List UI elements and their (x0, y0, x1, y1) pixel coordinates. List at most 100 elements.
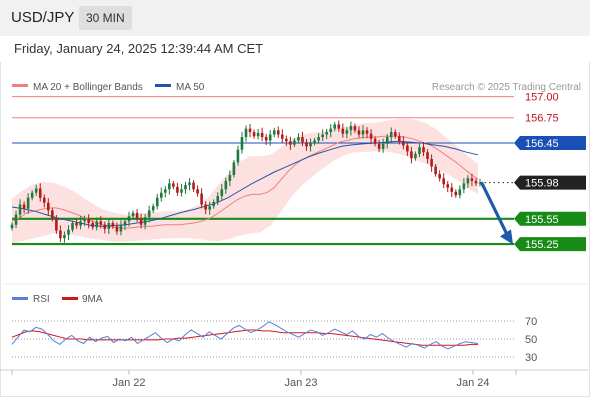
candle-body (180, 189, 183, 193)
candle-body (377, 143, 381, 149)
candle-body (434, 166, 437, 175)
candle-body (99, 221, 103, 225)
candle-body (313, 140, 316, 143)
candle-body (212, 201, 216, 207)
candle-body (42, 197, 46, 203)
candle-body (345, 130, 349, 134)
candle-body (71, 223, 74, 230)
legend-swatch-rsi (12, 297, 28, 300)
ma50-level-label: 156.45 (525, 138, 559, 150)
legend-swatch-ma20 (12, 84, 28, 87)
x-tick-label: Jan 24 (456, 377, 489, 389)
credit-text: Research © 2025 Trading Central (432, 82, 581, 93)
candle-body (357, 130, 361, 135)
candle-body (232, 162, 236, 175)
candle-body (293, 140, 296, 145)
candle-body (426, 152, 429, 159)
candle-body (184, 185, 187, 190)
candle-body (22, 204, 26, 209)
candle-body (349, 126, 353, 131)
candle-body (91, 223, 94, 228)
candle-body (244, 128, 248, 138)
candle-body (454, 191, 458, 196)
candle-body (337, 124, 341, 129)
candle-body (59, 230, 62, 239)
legend-swatch-9ma (62, 297, 78, 300)
candle-body (418, 147, 421, 154)
candle-body (176, 186, 179, 193)
candle-body (228, 174, 232, 181)
candle-body (305, 142, 308, 147)
candle-body (442, 178, 445, 185)
resistance-level-label: 157.00 (525, 92, 559, 104)
candle-body (385, 137, 389, 144)
candle-body (164, 189, 167, 193)
candle-body (256, 132, 260, 137)
candle-body (268, 134, 272, 141)
candle-body (127, 216, 131, 222)
candle-body (317, 137, 320, 141)
candle-body (208, 206, 211, 210)
candle-body (289, 141, 292, 145)
legend-label-rsi: RSI (33, 294, 50, 305)
candle-body (406, 145, 409, 152)
candle-body (159, 192, 163, 198)
forecast-arrow-shaft (480, 181, 509, 236)
timeframe-button[interactable]: 30 MIN (79, 6, 132, 30)
candle-body (410, 151, 413, 159)
candle-body (240, 137, 244, 150)
candle-body (474, 180, 478, 184)
legend-swatch-ma50 (155, 84, 171, 87)
header-bar: USD/JPY 30 MIN (0, 0, 590, 36)
candle-body (381, 143, 385, 149)
candle-body (361, 130, 365, 135)
candle-body (14, 214, 18, 225)
candle-body (38, 188, 42, 198)
bollinger-band (12, 118, 478, 245)
support-price-tag (514, 237, 586, 252)
candle-body (196, 189, 199, 194)
legend-label-ma20: MA 20 + Bollinger Bands (33, 82, 143, 93)
candle-body (466, 178, 470, 184)
rsi-tick-label: 50 (525, 334, 537, 346)
candle-body (321, 134, 324, 138)
candle-body (393, 132, 397, 137)
candle-body (341, 128, 345, 134)
candle-body (95, 221, 99, 228)
current-price-tag (514, 175, 586, 190)
candle-body (51, 210, 54, 219)
candle-body (47, 202, 50, 211)
candle-body (446, 184, 450, 188)
candle-body (75, 223, 78, 226)
candle-body (87, 218, 90, 224)
candle-body (200, 193, 203, 205)
candle-body (297, 137, 300, 141)
candle-body (365, 130, 369, 134)
candle-body (168, 183, 171, 190)
candle-body (10, 224, 14, 229)
candle-body (123, 221, 127, 226)
candle-body (67, 229, 70, 235)
current-level-label: 155.98 (525, 178, 559, 190)
candle-body (422, 147, 425, 153)
candle-body (155, 197, 159, 207)
x-tick-label: Jan 22 (112, 377, 145, 389)
rsi-line (11, 321, 479, 350)
candle-body (450, 187, 454, 192)
candle-body (248, 128, 252, 133)
symbol-label[interactable]: USD/JPY (11, 9, 75, 26)
candle-body (260, 132, 264, 138)
support-level-label: 155.55 (525, 214, 559, 226)
candle-body (151, 206, 155, 211)
candle-body (329, 128, 333, 133)
candle-body (204, 204, 207, 210)
candle-body (147, 210, 151, 218)
candle-body (272, 130, 276, 135)
candle-body (55, 218, 58, 231)
candle-body (79, 221, 82, 226)
candle-body (458, 189, 462, 196)
candle-body (83, 218, 86, 222)
candle-body (220, 189, 224, 197)
candle-body (224, 180, 228, 190)
support-price-tag (514, 211, 586, 226)
